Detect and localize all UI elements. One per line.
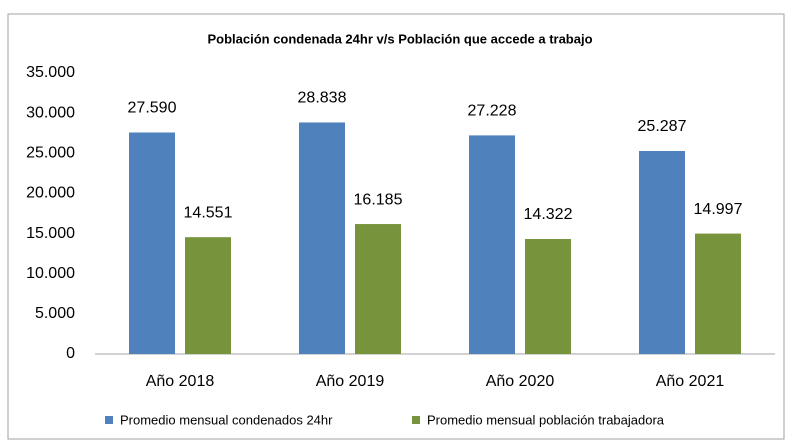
value-label: 16.185 (354, 191, 403, 208)
y-tick-label: 15.000 (26, 225, 75, 242)
legend-swatch (412, 416, 420, 424)
value-label: 28.838 (298, 90, 347, 107)
bar (355, 224, 401, 354)
value-label: 25.287 (638, 118, 687, 135)
bar (129, 132, 175, 354)
legend-swatch (105, 416, 113, 424)
y-tick-label: 20.000 (26, 185, 75, 202)
x-tick-label: Año 2021 (656, 373, 725, 390)
bar (695, 233, 741, 354)
y-tick-label: 35.000 (26, 64, 75, 81)
x-tick-label: Año 2018 (146, 373, 215, 390)
bar (299, 122, 345, 355)
chart-title: Población condenada 24hr v/s Población q… (207, 31, 592, 46)
value-label: 14.997 (694, 201, 743, 218)
y-tick-label: 10.000 (26, 265, 75, 282)
y-tick-label: 5.000 (35, 305, 75, 322)
legend-label: Promedio mensual población trabajadora (427, 412, 665, 427)
bar (469, 135, 515, 354)
y-tick-label: 30.000 (26, 104, 75, 121)
x-tick-label: Año 2020 (486, 373, 555, 390)
legend-label: Promedio mensual condenados 24hr (120, 412, 333, 427)
value-label: 27.228 (468, 103, 517, 120)
y-tick-label: 0 (66, 345, 75, 362)
value-label: 14.551 (184, 204, 233, 221)
x-tick-label: Año 2019 (316, 373, 385, 390)
value-label: 27.590 (128, 100, 177, 117)
bar (525, 239, 571, 354)
bar (185, 237, 231, 354)
bar (639, 150, 685, 354)
value-label: 14.322 (524, 206, 573, 223)
y-tick-label: 25.000 (26, 145, 75, 162)
